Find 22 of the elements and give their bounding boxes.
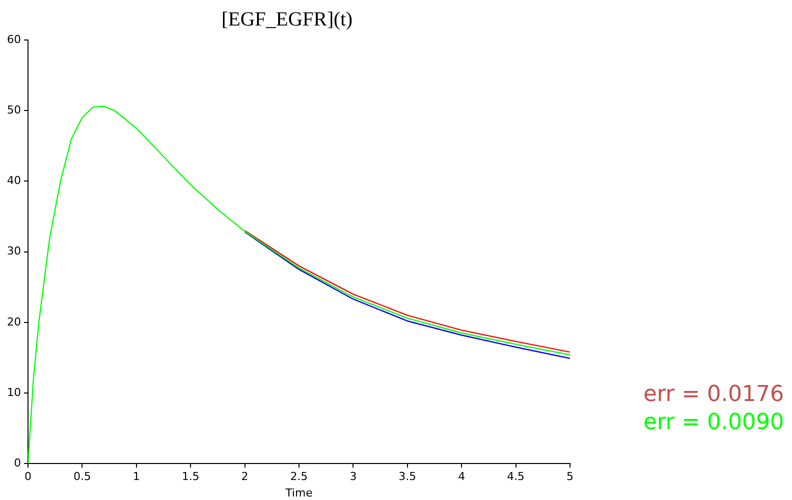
text: err = 0.0090 [643,410,784,435]
x-tick-label: 0 [24,470,32,484]
y-tick-label: 10 [6,386,21,399]
y-tick-label: 40 [6,174,21,188]
y-tick-label: 50 [6,103,21,116]
y-tick-label: 60 [6,32,21,46]
x-tick-label: 2.5 [290,470,308,484]
x-tick-label: 1 [132,470,140,484]
x-tick-label: 0.5 [73,470,91,484]
x-tick-label: 3.5 [398,470,416,484]
x-tick-label: 5 [566,470,574,484]
x-axis-title: Time [284,486,313,500]
x-tick-label: 3 [350,470,357,484]
x-tick-label: 4.5 [507,470,525,484]
y-tick-label: 20 [6,315,21,328]
x-tick-label: 4 [458,470,466,484]
y-tick-label: 0 [14,456,21,470]
text: err = 0.0176 [643,382,784,407]
chart-title: [EGF_EGFR](t) [221,8,353,30]
x-tick-label: 2 [241,470,248,484]
x-tick-label: 1.5 [182,470,200,484]
y-tick-label: 30 [6,244,21,258]
